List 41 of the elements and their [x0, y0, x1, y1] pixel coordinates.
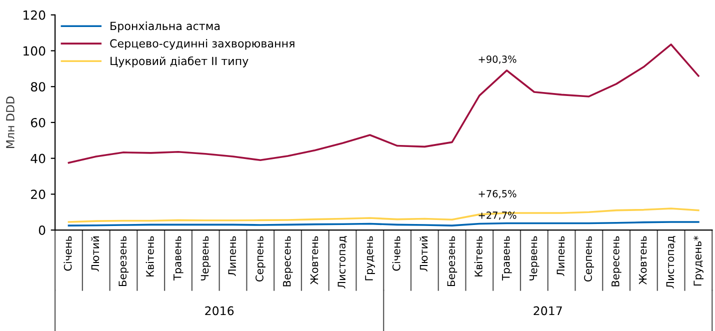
x-tick-label: Березень: [118, 236, 129, 286]
y-tick-label: 80: [30, 82, 46, 92]
x-tick-label: Листопад: [338, 236, 347, 288]
text: 2017: [534, 306, 562, 316]
y-tick-label: 40: [30, 154, 46, 164]
annotation: +90,3%: [478, 56, 516, 64]
annotation: +27,7%: [478, 212, 516, 220]
x-tick-label: Жовтень: [638, 236, 647, 285]
text: 2016: [205, 306, 234, 316]
x-tick-label: Лютий: [91, 236, 100, 272]
x-tick-label: Серпень: [256, 236, 266, 282]
x-tick-label: Березень: [447, 236, 458, 286]
x-tick-label: Вересень: [283, 236, 293, 286]
y-tick-label: 60: [30, 118, 46, 128]
x-tick-label: Серпень: [584, 236, 594, 282]
y-tick-label: 20: [31, 190, 46, 200]
x-tick-label: Січень: [64, 236, 72, 271]
x-tick-label: Квітень: [146, 236, 154, 276]
x-tick-label: Лютий: [420, 236, 428, 272]
x-tick-label: Грудень*: [694, 236, 704, 286]
y-tick-label: 100: [24, 46, 46, 56]
x-tick-label: Червень: [529, 236, 540, 280]
x-tick-label: Листопад: [666, 236, 676, 288]
line-series: [68, 208, 700, 223]
y-axis-title: Млн DDD: [6, 96, 14, 148]
legend-label: Серцево-судинні захворювання: [110, 38, 294, 50]
y-tick-label: 0: [38, 226, 46, 235]
y-tick-label: 120: [24, 10, 46, 20]
x-tick-label: Липень: [228, 236, 236, 276]
x-tick-label: Травень: [502, 236, 512, 280]
x-tick-label: Липень: [556, 236, 565, 276]
x-tick-label: Жовтень: [310, 236, 318, 285]
x-tick-label: Червень: [200, 236, 211, 280]
x-tick-label: Квітень: [474, 236, 482, 276]
legend-label: Цукровий діабет ІІ типу: [110, 56, 248, 68]
annotation: +76,5%: [478, 190, 516, 198]
legend-label: Бронхіальна астма: [110, 22, 220, 32]
x-tick-label: Грудень: [365, 236, 375, 280]
x-tick-label: Січень: [392, 236, 400, 271]
x-tick-label: Травень: [174, 236, 184, 280]
x-tick-label: Вересень: [612, 236, 622, 286]
